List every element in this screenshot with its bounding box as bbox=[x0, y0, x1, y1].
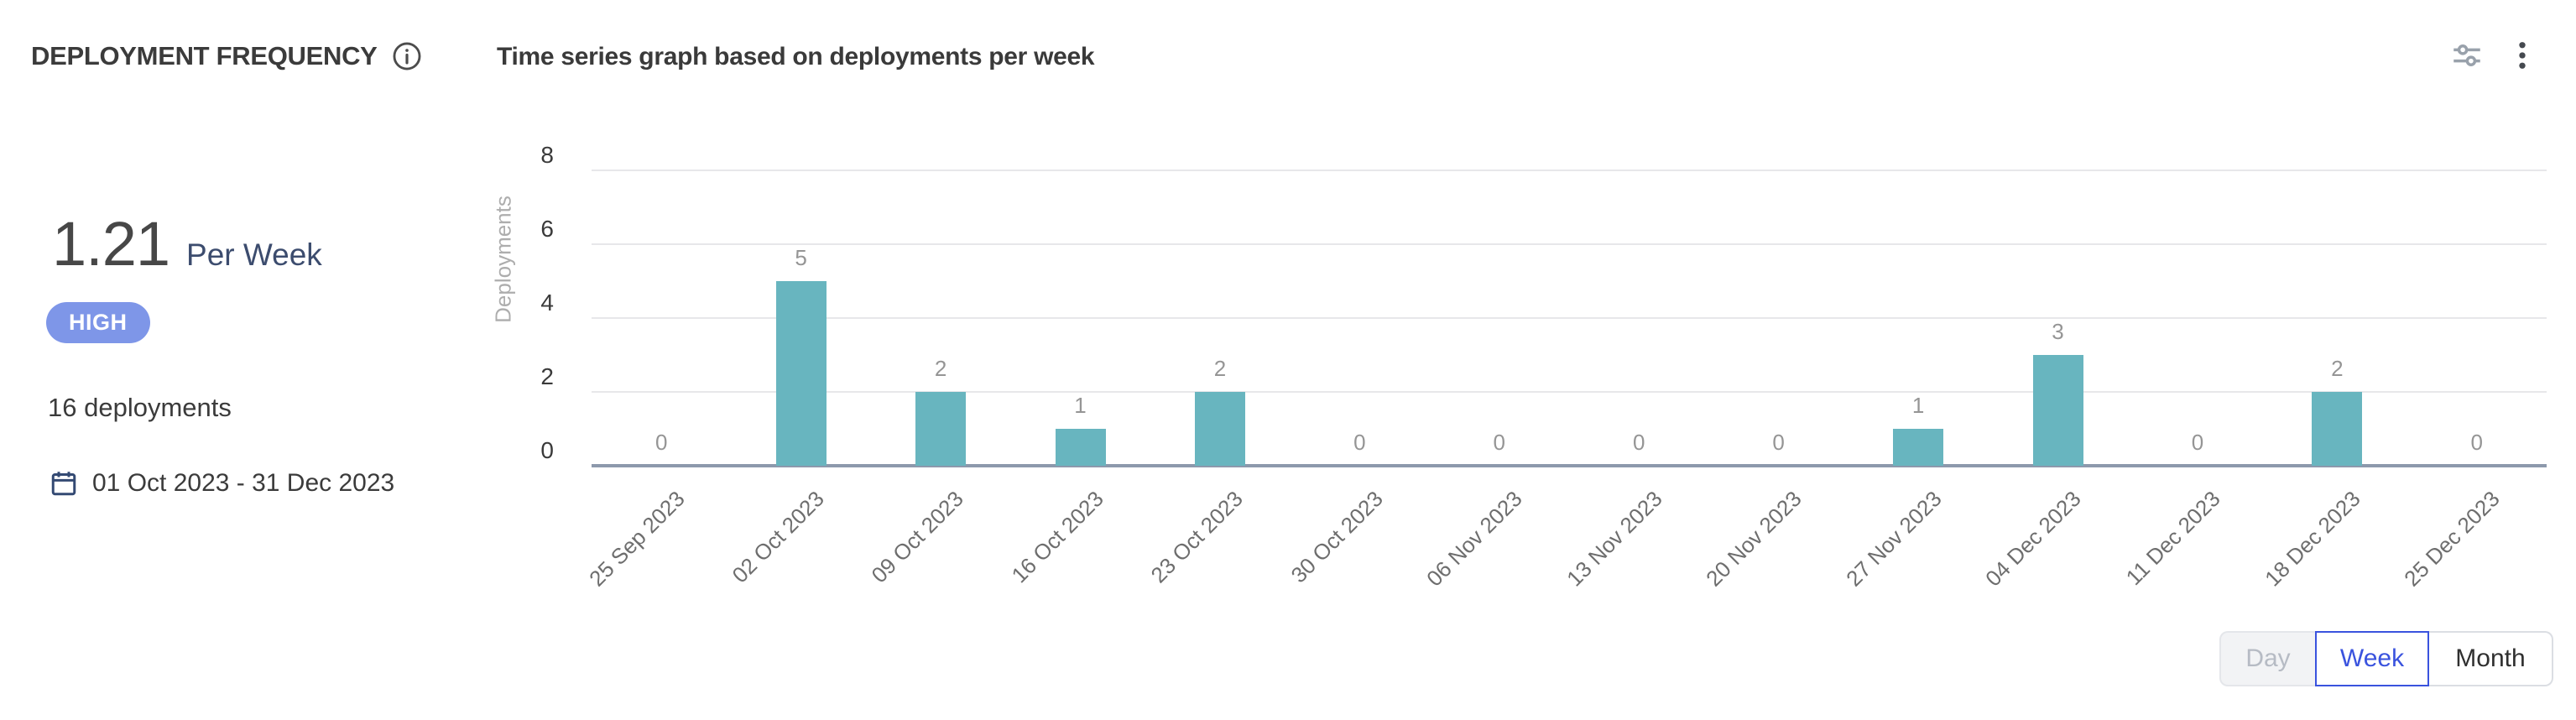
bar-value-label: 0 bbox=[1772, 430, 1785, 455]
y-axis-title: Deployments bbox=[490, 196, 516, 323]
x-axis-label: 27 Nov 2023 bbox=[1840, 486, 1947, 592]
x-axis-line bbox=[592, 464, 2547, 467]
date-range: 01 Oct 2023 - 31 Dec 2023 bbox=[92, 469, 395, 497]
bar-value-label: 2 bbox=[934, 356, 947, 381]
x-axis-label: 25 Dec 2023 bbox=[2399, 486, 2506, 592]
plot-area: 0 2 4 6 8 0 5 2 1 2 0 0 0 0 1 3 0 2 0 bbox=[540, 142, 2547, 467]
y-axis-tick: 0 bbox=[540, 437, 554, 463]
info-icon[interactable] bbox=[391, 40, 423, 72]
y-axis-tick: 4 bbox=[540, 290, 554, 316]
total-deployments: 16 deployments bbox=[48, 393, 232, 422]
toggle-month-button[interactable]: Month bbox=[2429, 631, 2553, 686]
x-axis-label: 11 Dec 2023 bbox=[2121, 486, 2226, 591]
y-axis-tick: 6 bbox=[540, 216, 554, 242]
x-axis-label: 06 Nov 2023 bbox=[1421, 486, 1528, 592]
x-axis-labels: 25 Sep 2023 02 Oct 2023 09 Oct 2023 16 Oct … bbox=[584, 472, 2547, 657]
x-axis-label: 16 Oct 2023 bbox=[1006, 486, 1108, 588]
bar-value-label: 3 bbox=[2052, 319, 2064, 344]
bar-value-label: 1 bbox=[1911, 393, 1925, 418]
bar-value-label: 0 bbox=[1632, 430, 1645, 455]
bar-value-label: 0 bbox=[1353, 430, 1366, 455]
bar-value-label: 0 bbox=[1493, 430, 1506, 455]
x-axis-label: 23 Oct 2023 bbox=[1145, 486, 1249, 588]
bar-16 Oct 2023[interactable] bbox=[1055, 429, 1106, 466]
kebab-menu-icon[interactable] bbox=[2504, 37, 2541, 74]
x-axis-label: 18 Dec 2023 bbox=[2260, 486, 2365, 592]
bar-value-label: 5 bbox=[795, 245, 807, 270]
rate-unit: Per Week bbox=[186, 237, 322, 272]
toggle-day-button[interactable]: Day bbox=[2219, 631, 2315, 686]
date-range-row: 01 Oct 2023 - 31 Dec 2023 bbox=[49, 468, 394, 498]
bar-value-label: 0 bbox=[2191, 430, 2204, 455]
chart-subtitle: Time series graph based on deployments p… bbox=[497, 43, 1095, 70]
filter-sliders-icon[interactable] bbox=[2448, 37, 2485, 74]
x-axis-label: 25 Sep 2023 bbox=[583, 486, 690, 592]
widget-title-row: DEPLOYMENT FREQUENCY bbox=[31, 40, 423, 72]
x-axis-label: 20 Nov 2023 bbox=[1701, 486, 1807, 592]
gridline bbox=[592, 391, 2547, 393]
bar-02 Oct 2023[interactable] bbox=[775, 281, 827, 466]
page-title: DEPLOYMENT FREQUENCY bbox=[31, 41, 378, 70]
gridline bbox=[592, 243, 2547, 245]
toggle-week-button[interactable]: Week bbox=[2315, 631, 2429, 686]
x-axis-label: 30 Oct 2023 bbox=[1285, 486, 1388, 588]
bar-18 Dec 2023[interactable] bbox=[2312, 392, 2363, 466]
granularity-toggle: Day Week Month bbox=[2219, 631, 2553, 686]
gridline bbox=[592, 317, 2547, 319]
rate-value: 1.21 bbox=[52, 209, 170, 279]
x-axis-label: 13 Nov 2023 bbox=[1561, 486, 1667, 592]
deployment-rate: 1.21 Per Week bbox=[52, 208, 322, 279]
y-axis-tick: 2 bbox=[540, 363, 554, 389]
x-axis-label: 02 Oct 2023 bbox=[727, 486, 829, 588]
bar-value-label: 2 bbox=[1213, 356, 1227, 381]
gridline bbox=[592, 170, 2547, 171]
bar-value-label: 1 bbox=[1074, 393, 1087, 418]
x-axis-label: 09 Oct 2023 bbox=[866, 486, 969, 588]
bar-value-label: 0 bbox=[2470, 430, 2484, 455]
bar-value-label: 0 bbox=[654, 430, 668, 455]
bar-23 Oct 2023[interactable] bbox=[1194, 392, 1245, 466]
calendar-icon bbox=[49, 468, 79, 498]
bar-value-label: 2 bbox=[2331, 356, 2344, 381]
bar-27 Nov 2023[interactable] bbox=[1893, 429, 1944, 466]
x-axis-label: 04 Dec 2023 bbox=[1980, 486, 2086, 592]
status-badge: HIGH bbox=[46, 302, 150, 343]
y-axis-tick: 8 bbox=[540, 142, 554, 168]
bar-04 Dec 2023[interactable] bbox=[2032, 355, 2083, 466]
bar-09 Oct 2023[interactable] bbox=[915, 392, 967, 466]
